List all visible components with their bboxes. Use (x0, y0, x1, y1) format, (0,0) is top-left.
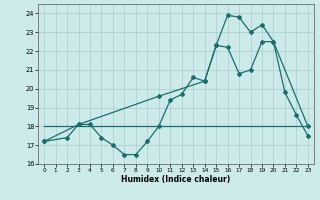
X-axis label: Humidex (Indice chaleur): Humidex (Indice chaleur) (121, 175, 231, 184)
